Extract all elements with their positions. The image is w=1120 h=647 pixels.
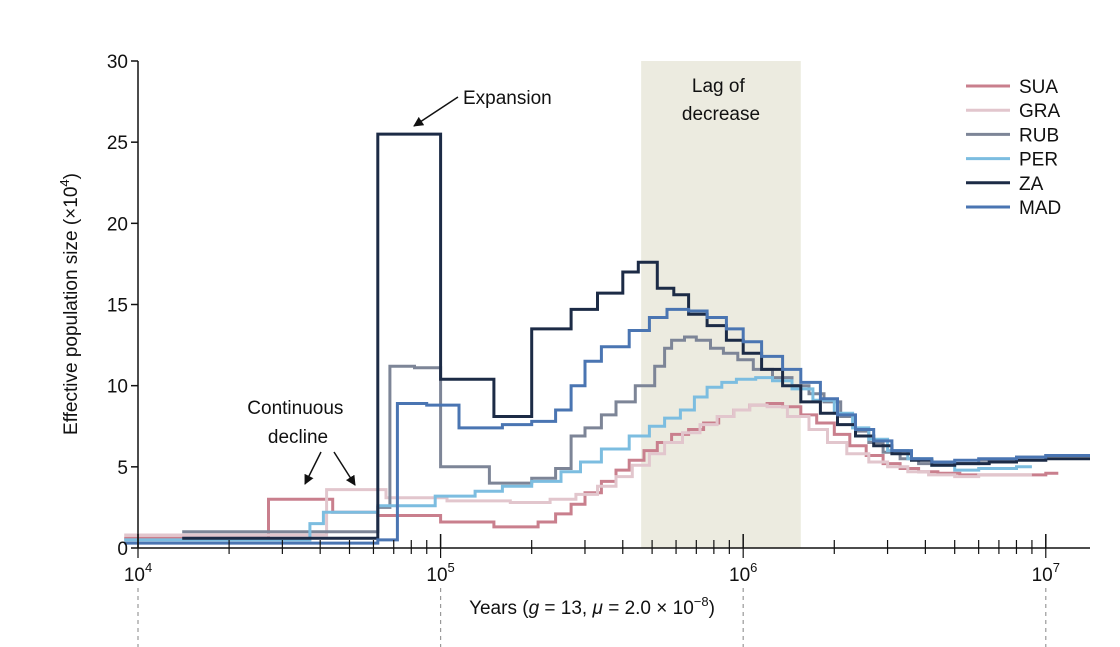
legend-label-rub: RUB xyxy=(1019,125,1059,146)
series-line-gra xyxy=(124,403,1032,537)
x-tick-label: 106 xyxy=(729,560,757,586)
lag-of-decrease-region xyxy=(641,61,801,548)
y-tick-label: 20 xyxy=(107,214,128,235)
series-line-rub xyxy=(182,335,1090,534)
x-axis-title: Years (g = 13, μ = 2.0 × 10−8) xyxy=(469,594,715,619)
legend-label-za: ZA xyxy=(1019,174,1044,195)
continuous-decline-arrow-right xyxy=(333,451,356,486)
x-tick-label: 104 xyxy=(124,560,152,586)
y-tick-label: 10 xyxy=(107,377,128,398)
y-tick-label: 5 xyxy=(117,458,128,479)
legend-label-sua: SUA xyxy=(1019,77,1058,98)
legend: SUA GRA RUB PER ZA MAD xyxy=(966,77,1061,219)
continuous-decline-label: Continuous decline xyxy=(247,398,348,448)
y-tick-label: 0 xyxy=(117,539,128,560)
y-axis-ticks: 0 5 10 15 20 25 30 xyxy=(107,52,138,560)
legend-label-per: PER xyxy=(1019,150,1058,171)
y-tick-label: 25 xyxy=(107,133,128,154)
continuous-decline-arrow-left xyxy=(304,451,322,485)
legend-label-gra: GRA xyxy=(1019,101,1061,122)
x-axis-ticks: 104 105 106 107 xyxy=(124,534,1060,586)
x-tick-label: 107 xyxy=(1032,560,1060,586)
x-tick-label: 105 xyxy=(426,560,454,586)
lag-of-decrease-label: Lag of decrease xyxy=(682,76,760,125)
y-tick-label: 30 xyxy=(107,52,128,73)
expansion-label: Expansion xyxy=(463,88,552,109)
series-layer xyxy=(124,132,1090,545)
x-tick-guidelines xyxy=(137,588,1047,647)
expansion-arrow xyxy=(413,96,459,127)
y-axis-title: Effective population size (×104) xyxy=(57,173,82,435)
series-line-mad xyxy=(124,307,1090,545)
y-tick-label: 15 xyxy=(107,296,128,317)
legend-label-mad: MAD xyxy=(1019,198,1061,219)
